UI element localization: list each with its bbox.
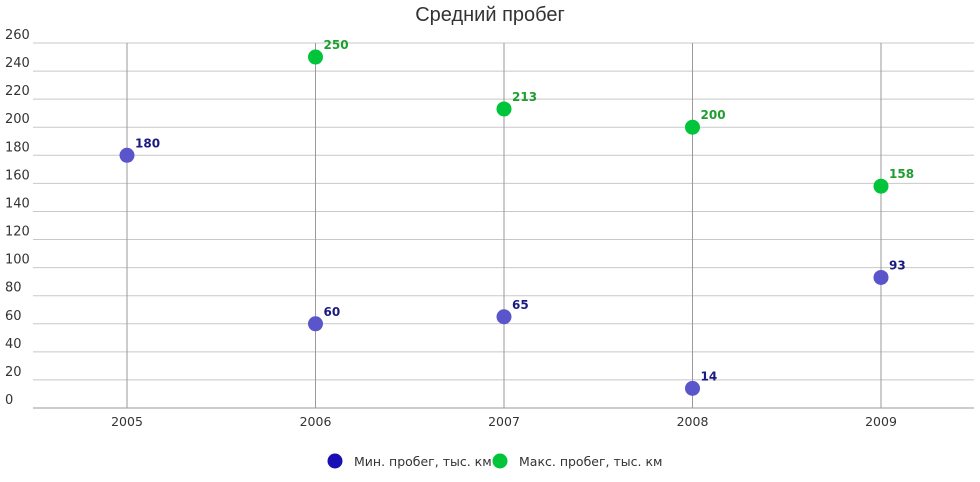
- legend-marker-series-0: [327, 453, 343, 469]
- y-tick-label: 120: [5, 225, 30, 240]
- data-point-series-1: [685, 119, 700, 135]
- y-tick-label: 240: [5, 56, 30, 71]
- data-point-series-1: [496, 101, 512, 117]
- x-tick-label: 2007: [488, 414, 520, 429]
- y-tick-label: 200: [5, 112, 30, 127]
- data-label-series-0: 65: [512, 298, 529, 312]
- data-point-series-1: [308, 49, 323, 65]
- vertical-gridlines: [126, 43, 882, 408]
- y-tick-label: 220: [5, 84, 30, 99]
- data-label-series-0: 14: [701, 369, 718, 383]
- data-label-series-1: 250: [324, 38, 349, 52]
- data-point-series-0: [685, 380, 700, 396]
- legend-marker-series-1: [492, 453, 508, 469]
- data-label-series-0: 180: [135, 136, 160, 150]
- legend: Мин. пробег, тыс. км Макс. пробег, тыс. к…: [327, 453, 662, 469]
- x-tick-label: 2006: [300, 414, 332, 429]
- legend-label-series-0: Мин. пробег, тыс. км: [354, 454, 492, 469]
- y-tick-label: 40: [5, 337, 22, 352]
- data-label-series-1: 200: [701, 108, 726, 122]
- y-tick-label: 160: [5, 168, 30, 183]
- y-tick-label: 260: [5, 28, 30, 43]
- data-label-series-0: 60: [324, 305, 341, 319]
- x-tick-label: 2008: [677, 414, 709, 429]
- data-point-series-1: [873, 178, 889, 194]
- data-point-series-0: [873, 269, 889, 285]
- y-axis-ticks: 0 20 40 60 80 100 120 140 160 180 200 220 240 260: [5, 28, 30, 408]
- data-point-series-0: [119, 147, 135, 163]
- x-axis-ticks: 2005 2006 2007 2008 2009: [111, 414, 897, 429]
- data-point-series-0: [496, 309, 512, 325]
- data-point-series-0: [308, 316, 323, 332]
- legend-label-series-1: Макс. пробег, тыс. км: [519, 454, 662, 469]
- y-tick-label: 60: [5, 309, 22, 324]
- y-tick-label: 20: [5, 365, 22, 380]
- data-label-series-0: 93: [889, 258, 906, 272]
- data-label-series-1: 158: [889, 167, 914, 181]
- y-tick-label: 180: [5, 140, 30, 155]
- data-label-series-1: 213: [512, 90, 537, 104]
- chart-title: Средний пробег: [415, 4, 565, 26]
- y-tick-label: 80: [5, 281, 22, 296]
- y-tick-label: 140: [5, 196, 30, 211]
- x-tick-label: 2005: [111, 414, 143, 429]
- data-points: [119, 49, 889, 396]
- data-labels: 180 60 65 14 93 250 213 200 158: [135, 38, 914, 383]
- x-tick-label: 2009: [865, 414, 897, 429]
- y-tick-label: 0: [5, 393, 13, 408]
- y-tick-label: 100: [5, 253, 30, 268]
